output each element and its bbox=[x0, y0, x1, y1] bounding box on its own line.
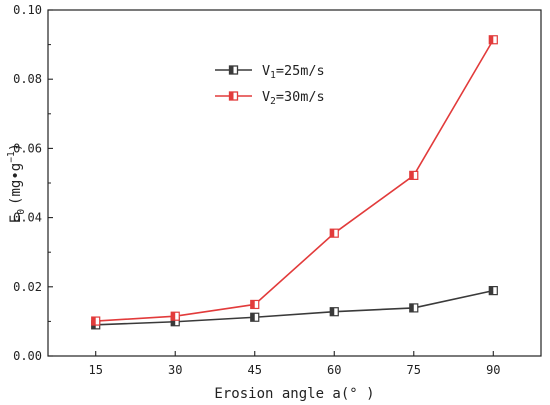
data-point-v2 bbox=[488, 35, 498, 45]
series-layer bbox=[91, 35, 498, 330]
data-point-v2 bbox=[91, 316, 101, 326]
data-point-v1 bbox=[250, 312, 260, 322]
x-tick-label: 90 bbox=[486, 363, 500, 377]
data-point-marker-fill bbox=[250, 300, 255, 309]
y-axis-title: E0(mg•g−1) bbox=[6, 143, 27, 223]
data-point-marker-fill bbox=[171, 312, 176, 321]
x-tick-label: 45 bbox=[248, 363, 262, 377]
data-point-marker-fill bbox=[330, 307, 335, 316]
series-line-v2 bbox=[95, 39, 494, 322]
x-tick-label: 15 bbox=[88, 363, 102, 377]
data-point-marker-fill bbox=[409, 303, 414, 312]
data-point-v2 bbox=[250, 299, 260, 310]
data-point-v2 bbox=[409, 170, 419, 180]
legend: V1=25m/s V2=30m/s bbox=[215, 63, 325, 107]
data-point-v2 bbox=[170, 311, 180, 321]
data-point-v1 bbox=[409, 303, 419, 313]
legend-text-v2: V2=30m/s bbox=[262, 89, 325, 107]
y-axis: 0.00 0.02 0.04 0.06 0.08 0.10 bbox=[13, 3, 53, 363]
y-tick-label: 0.00 bbox=[13, 349, 42, 363]
data-point-v1 bbox=[488, 286, 498, 296]
y-tick-label: 0.02 bbox=[13, 280, 42, 294]
legend-entry-v1: V1=25m/s bbox=[215, 63, 325, 81]
legend-text-v1: V1=25m/s bbox=[262, 63, 325, 81]
data-point-marker-fill bbox=[489, 35, 494, 44]
legend-marker-v1-half bbox=[229, 66, 234, 74]
y-tick-label: 0.06 bbox=[13, 141, 42, 155]
y-tick-label: 0.10 bbox=[13, 3, 42, 17]
data-point-marker-fill bbox=[330, 229, 335, 238]
legend-marker-v2-half bbox=[229, 92, 234, 100]
data-point-marker-fill bbox=[91, 317, 96, 326]
data-point-v2 bbox=[329, 228, 339, 238]
x-tick-label: 60 bbox=[327, 363, 341, 377]
data-point-marker-fill bbox=[171, 317, 176, 326]
series-line-v1 bbox=[95, 289, 494, 326]
x-axis: 15 30 45 60 75 90 bbox=[88, 351, 501, 377]
plot-frame bbox=[47, 9, 542, 357]
y-tick-label: 0.08 bbox=[13, 72, 42, 86]
data-point-marker-fill bbox=[409, 171, 414, 180]
data-point-v1 bbox=[329, 307, 339, 317]
x-tick-label: 30 bbox=[168, 363, 182, 377]
x-axis-title: Erosion angle a(° ) bbox=[214, 386, 374, 402]
legend-entry-v2: V2=30m/s bbox=[215, 89, 325, 107]
data-point-marker-fill bbox=[250, 313, 255, 322]
data-point-marker-fill bbox=[489, 286, 494, 295]
x-tick-label: 75 bbox=[407, 363, 421, 377]
y-tick-label: 0.04 bbox=[13, 211, 42, 225]
